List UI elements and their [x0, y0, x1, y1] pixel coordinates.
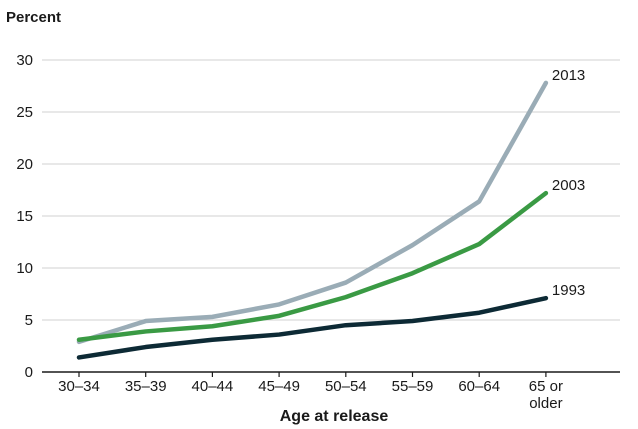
y-tick-labels: 0 5 10 15 20 25 30	[16, 52, 33, 381]
series-labels: 2013 2003 1993	[552, 67, 585, 299]
series-label-2003: 2003	[552, 177, 585, 194]
x-tick-label: older	[529, 395, 562, 412]
gridlines	[42, 59, 620, 321]
y-tick-label: 0	[25, 364, 33, 381]
x-tick-label: 40–44	[192, 378, 234, 395]
y-tick-label: 20	[16, 156, 33, 173]
x-tick-labels: 30–34 35–39 40–44 45–49 50–54 55–59 60–64 65 or…	[58, 378, 563, 412]
x-tick-label: 30–34	[58, 378, 100, 395]
axes	[42, 371, 620, 377]
y-tick-label: 30	[16, 52, 33, 69]
x-tick-label: 55–59	[392, 378, 434, 395]
x-tick-label: 65 or	[529, 378, 563, 395]
x-tick-label: 35–39	[125, 378, 167, 395]
y-tick-label: 25	[16, 104, 33, 121]
series-label-1993: 1993	[552, 282, 585, 299]
series-line-2013	[76, 80, 549, 345]
series-line-1993	[76, 295, 549, 360]
x-tick-label: 50–54	[325, 378, 367, 395]
y-axis-label: Percent	[6, 9, 61, 26]
series-line-2003	[76, 190, 549, 343]
x-tick-label: 45–49	[258, 378, 300, 395]
x-axis-label: Age at release	[280, 408, 389, 425]
series-label-2013: 2013	[552, 67, 585, 84]
y-tick-label: 10	[16, 260, 33, 277]
x-tick-label: 60–64	[458, 378, 500, 395]
series-lines	[76, 80, 549, 360]
y-tick-label: 15	[16, 208, 33, 225]
y-tick-label: 5	[25, 312, 33, 329]
